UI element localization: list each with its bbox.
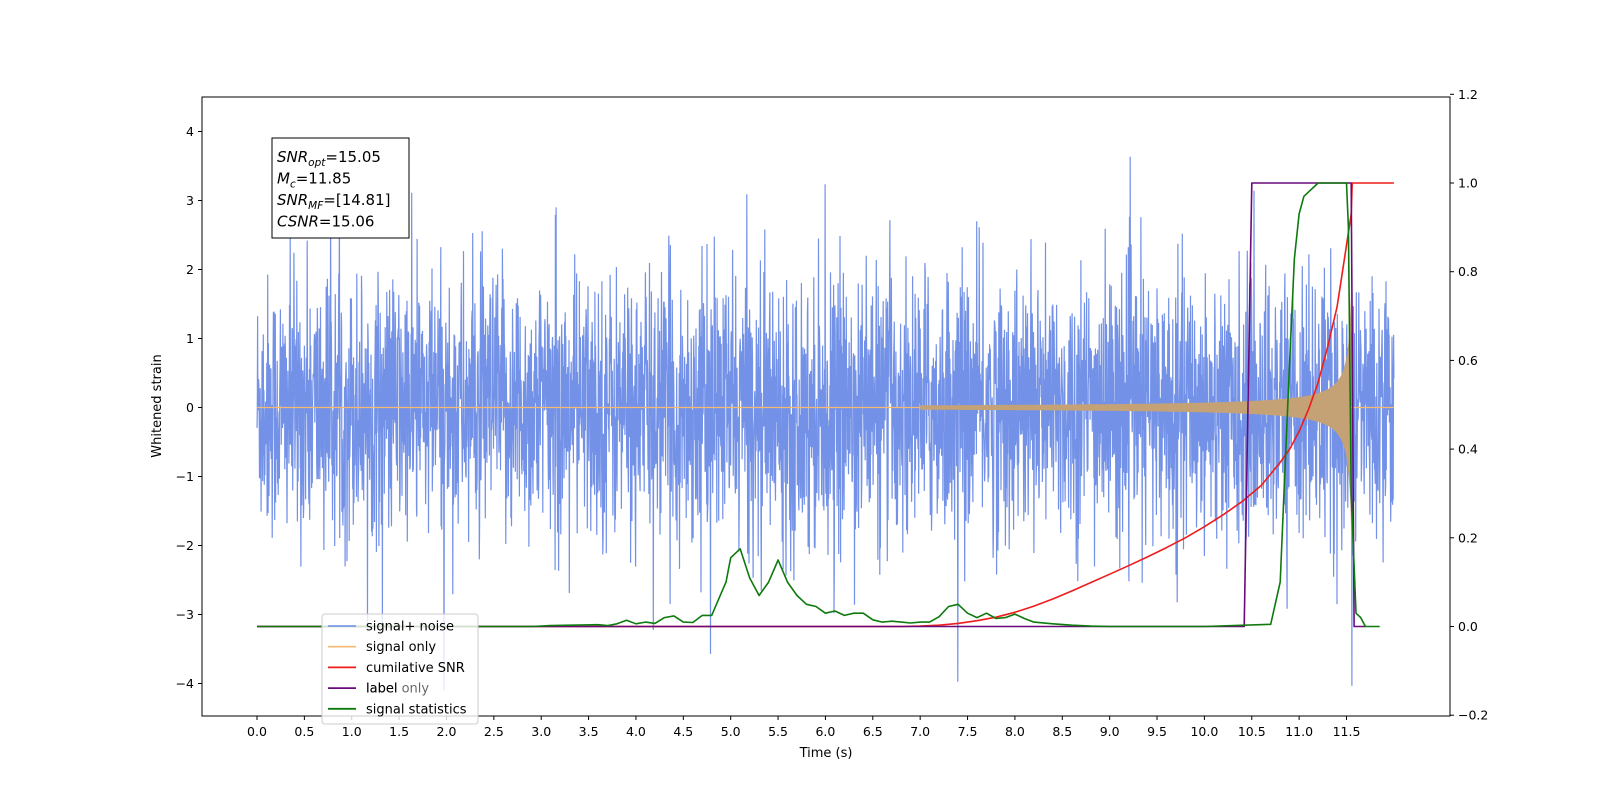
annotation-line: CSNR=15.06 [277,213,374,231]
y2-tick-label: 0.4 [1458,442,1478,457]
y2-tick-label: −0.2 [1458,708,1488,723]
series-signal-noise-line [256,156,1395,691]
x-tick-label: 11.0 [1285,724,1313,739]
legend-entry: signal+ noise [366,620,454,635]
x-tick-label: 1.0 [342,724,362,739]
legend-entry: label [366,682,397,697]
y2-tick-label: 0.0 [1458,619,1478,634]
x-tick-label: 7.0 [910,724,930,739]
annotation-line: SNRopt=15.05 [277,148,381,169]
y-axis-left: 4 3 2 1 0 −1 −2 −3 −4 [176,124,202,691]
annotation-line: SNRMF=[14.81] [277,191,391,212]
stats-path [257,182,1380,628]
x-axis: 0.0 0.5 1.0 1.5 2.0 2.5 3.0 3.5 4.0 4.5 5.0 5.5 6.0 6… [247,716,1360,739]
y2-tick-label: 1.2 [1458,87,1478,102]
x-tick-label: 6.5 [863,724,883,739]
y2-tick-label: 1.0 [1458,176,1478,191]
annotation-box: SNRopt=15.05Mc=11.85SNRMF=[14.81]CSNR=15… [271,137,410,239]
legend-entry-ghost: label only [366,681,429,696]
x-tick-label: 4.0 [626,724,646,739]
x-tick-label: 6.0 [815,724,835,739]
y-axis-label: Whitened strain [150,354,165,457]
annotation-frame [271,137,410,239]
y-tick-label: 1 [186,331,194,346]
x-tick-label: 8.5 [1052,724,1072,739]
label-path [257,182,1366,628]
x-tick-label: 10.5 [1238,724,1266,739]
series-signal-only-line [257,279,1394,536]
x-tick-label: 7.5 [958,724,978,739]
signal-only-envelope [920,279,1352,536]
x-tick-label: 4.5 [673,724,693,739]
csnr-path [257,182,1394,628]
y-tick-label: −4 [176,676,194,691]
y2-tick-label: 0.2 [1458,530,1478,545]
x-tick-label: 5.5 [768,724,788,739]
legend: signal+ noise signal only cumilative SNR la… [321,613,479,725]
signal-noise-path [256,156,1395,691]
x-tick-label: 0.5 [294,724,314,739]
series-signal-statistics-line [257,182,1380,628]
y-tick-label: 2 [186,262,194,277]
x-tick-label: 5.0 [721,724,741,739]
series-label-line [257,182,1366,628]
y-tick-label: −2 [176,538,194,553]
x-tick-label: 9.0 [1100,724,1120,739]
legend-entry: cumilative SNR [366,661,465,676]
legend-frame [321,613,479,725]
y2-tick-label: 0.6 [1458,353,1478,368]
plot-frame [201,96,1451,717]
x-tick-label: 10.0 [1190,724,1218,739]
x-tick-label: 3.0 [531,724,551,739]
x-tick-label: 11.5 [1333,724,1361,739]
x-tick-label: 3.5 [579,724,599,739]
x-tick-label: 2.0 [437,724,457,739]
y-tick-label: 3 [186,193,194,208]
legend-entry: signal statistics [366,702,467,717]
y-tick-label: 0 [186,400,194,415]
y2-tick-label: 0.8 [1458,264,1478,279]
x-tick-label: 9.5 [1147,724,1167,739]
x-tick-label: 0.0 [247,724,267,739]
y-tick-label: 4 [186,124,194,139]
y-axis-right: 1.2 1.0 0.8 0.6 0.4 0.2 0.0 −0.2 [1450,87,1488,723]
x-axis-label: Time (s) [799,746,853,761]
legend-entry: signal only [366,640,436,655]
annotation-line: Mc=11.85 [277,170,351,191]
x-tick-label: 1.5 [389,724,409,739]
y-tick-label: −3 [176,607,194,622]
series-cumulative-snr-line [257,182,1394,628]
y-tick-label: −1 [176,469,194,484]
x-tick-label: 2.5 [484,724,504,739]
x-tick-label: 8.0 [1005,724,1025,739]
